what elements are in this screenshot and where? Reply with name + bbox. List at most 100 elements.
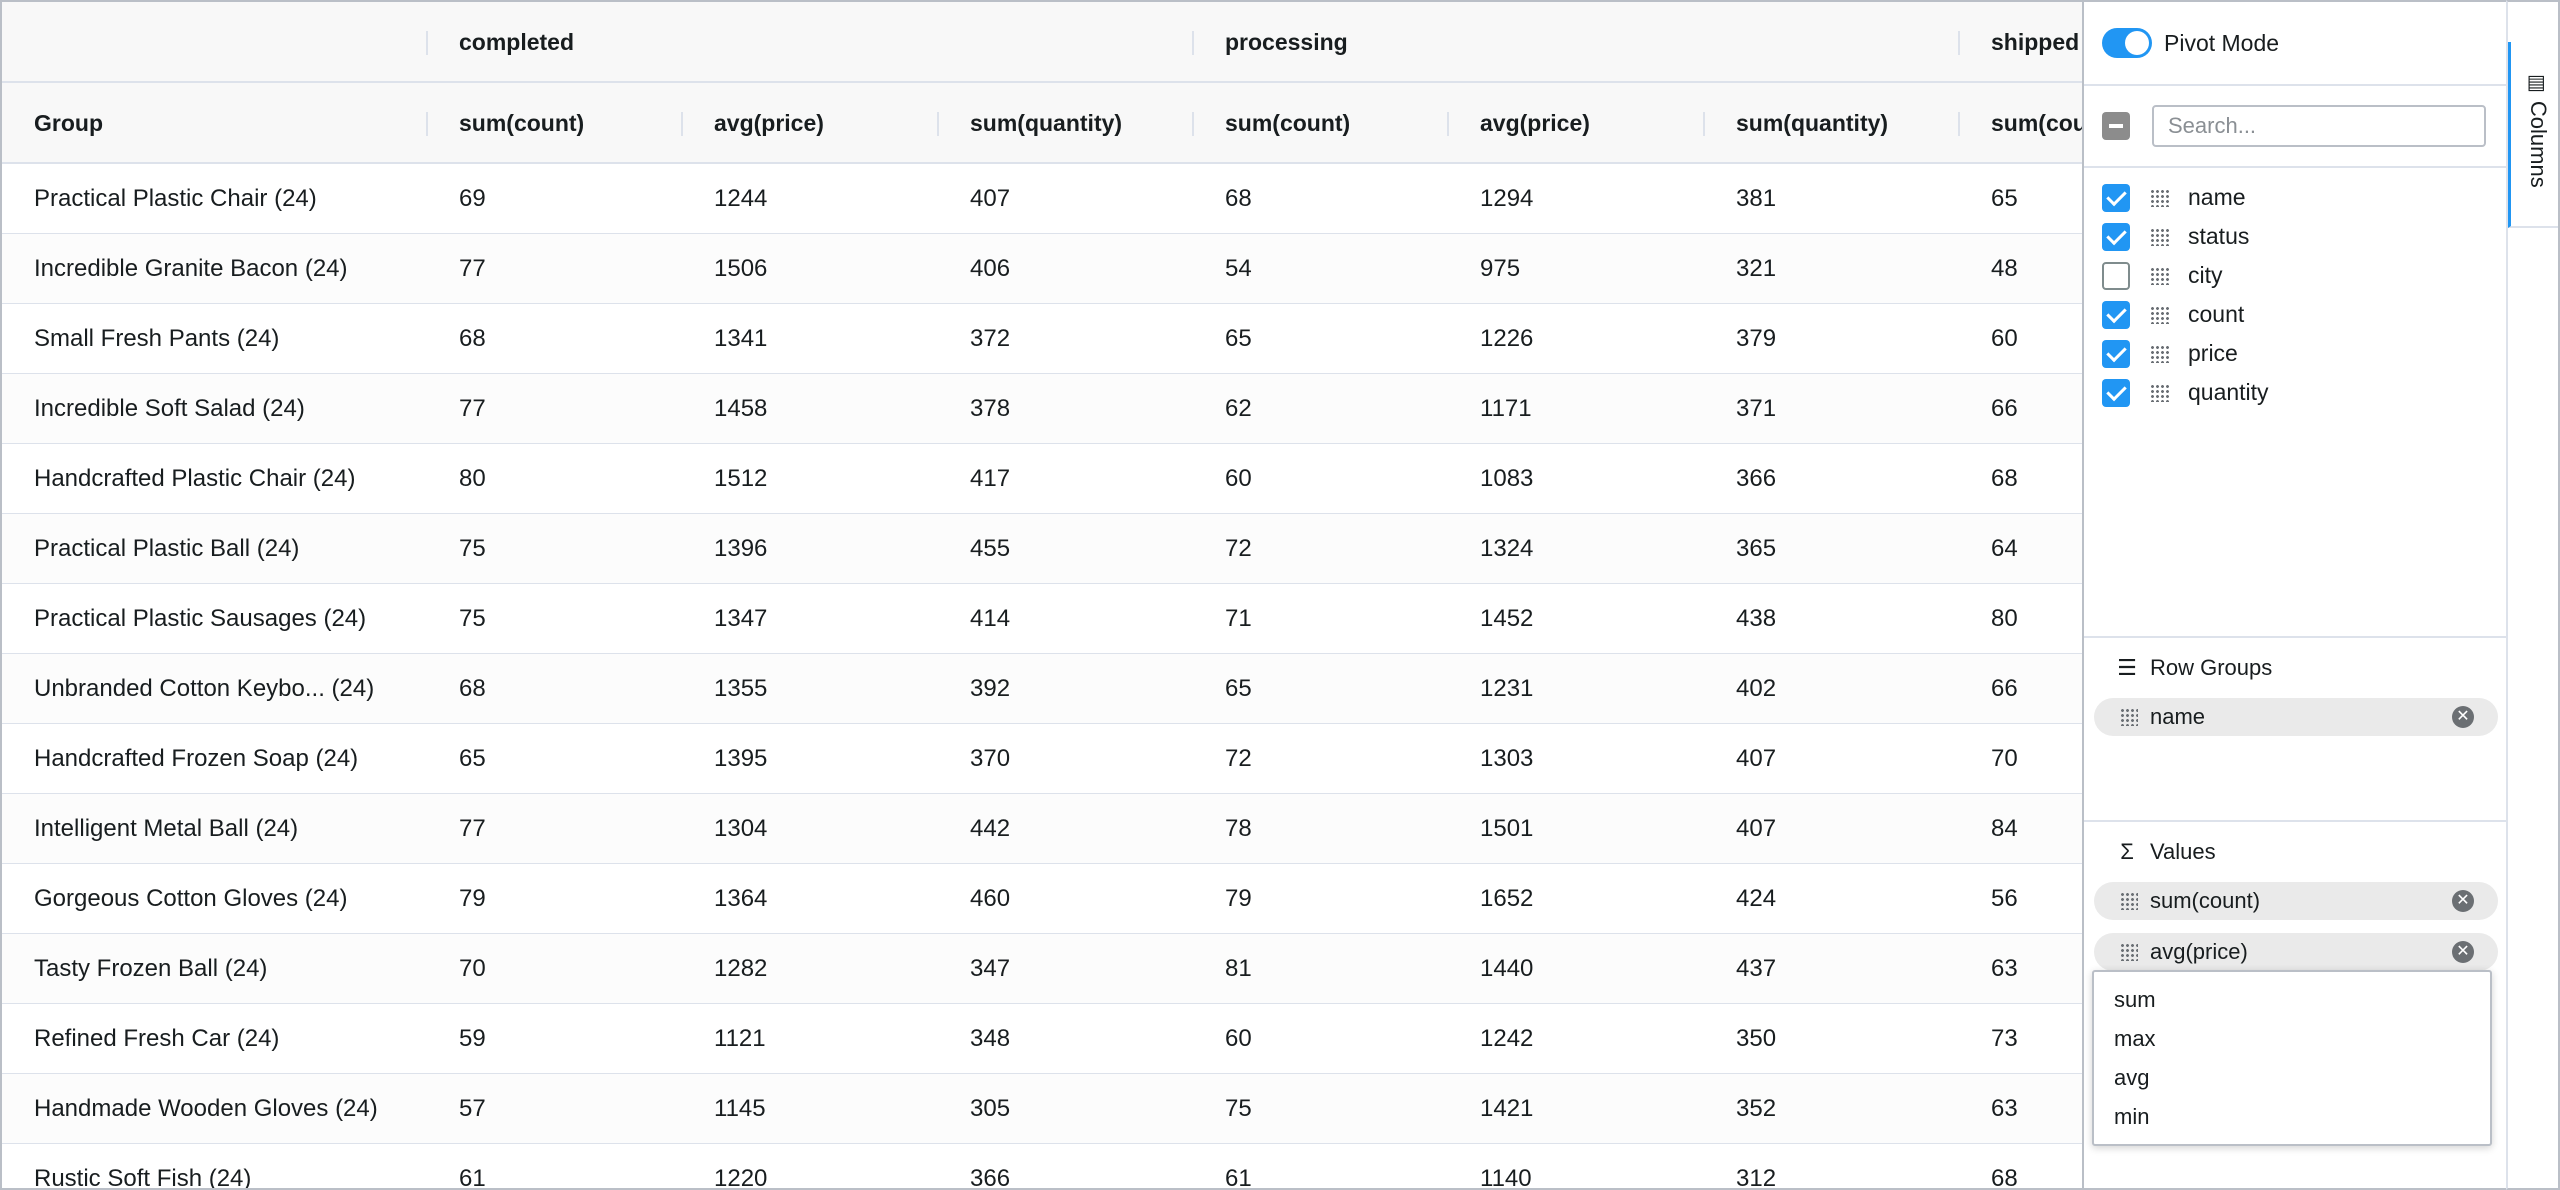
table-cell[interactable]: 1341 (714, 325, 768, 352)
group-cell[interactable]: Practical Plastic Sausages (24) (34, 605, 367, 632)
table-cell[interactable]: 56 (1991, 885, 2018, 912)
table-cell[interactable]: 1242 (1480, 1025, 1534, 1052)
table-cell[interactable]: 371 (1736, 395, 1777, 422)
column-item-price[interactable]: price (2084, 334, 2506, 373)
table-cell[interactable]: 1244 (714, 185, 768, 212)
table-cell[interactable]: 80 (1991, 605, 2018, 632)
group-cell[interactable]: Rustic Soft Fish (24) (34, 1165, 252, 1190)
table-cell[interactable]: 79 (1225, 885, 1252, 912)
table-cell[interactable]: 1083 (1480, 465, 1534, 492)
table-row[interactable]: Handcrafted Frozen Soap (24) 65 1395 370 72 1… (2, 724, 2082, 794)
table-cell[interactable]: 406 (970, 255, 1011, 282)
table-cell[interactable]: 1324 (1480, 535, 1534, 562)
group-cell[interactable]: Incredible Soft Salad (24) (34, 395, 305, 422)
group-cell[interactable]: Practical Plastic Chair (24) (34, 185, 317, 212)
table-cell[interactable]: 378 (970, 395, 1011, 422)
remove-icon[interactable]: ✕ (2452, 941, 2474, 963)
table-row[interactable]: Practical Plastic Chair (24) 69 1244 407 68 1… (2, 164, 2082, 234)
drag-handle-icon[interactable] (2150, 305, 2170, 324)
agg-option-sum[interactable]: sum (2114, 986, 2156, 1012)
table-cell[interactable]: 1652 (1480, 885, 1534, 912)
table-cell[interactable]: 381 (1736, 185, 1777, 212)
table-row[interactable]: Practical Plastic Sausages (24) 75 1347 414… (2, 584, 2082, 654)
table-cell[interactable]: 379 (1736, 325, 1777, 352)
column-header-completed-sum-quantity[interactable]: sum(quantity) (937, 83, 1192, 164)
table-cell[interactable]: 407 (970, 185, 1011, 212)
table-cell[interactable]: 1304 (714, 815, 768, 842)
column-item-count[interactable]: count (2084, 295, 2506, 334)
table-cell[interactable]: 438 (1736, 605, 1777, 632)
table-cell[interactable]: 71 (1225, 605, 1252, 632)
column-header-completed-avg-price[interactable]: avg(price) (681, 83, 936, 164)
group-cell[interactable]: Incredible Granite Bacon (24) (34, 255, 348, 282)
table-cell[interactable]: 366 (1736, 465, 1777, 492)
table-cell[interactable]: 68 (1225, 185, 1252, 212)
table-cell[interactable]: 81 (1225, 955, 1252, 982)
table-cell[interactable]: 1121 (714, 1025, 766, 1052)
table-cell[interactable]: 1145 (714, 1095, 766, 1122)
table-cell[interactable]: 80 (459, 465, 486, 492)
group-header-completed[interactable]: completed (426, 2, 1192, 83)
table-cell[interactable]: 77 (459, 815, 486, 842)
table-cell[interactable]: 1171 (1480, 395, 1532, 422)
table-cell[interactable]: 455 (970, 535, 1011, 562)
column-header-completed-sum-count[interactable]: sum(count) (426, 83, 681, 164)
group-header-processing[interactable]: processing (1192, 2, 1958, 83)
columns-tab[interactable]: ▥ Columns (2508, 42, 2558, 228)
drag-handle-icon[interactable] (2150, 227, 2170, 246)
table-cell[interactable]: 1501 (1480, 815, 1534, 842)
table-cell[interactable]: 1396 (714, 535, 768, 562)
group-cell[interactable]: Handmade Wooden Gloves (24) (34, 1095, 378, 1122)
table-cell[interactable]: 366 (970, 1165, 1011, 1190)
column-header-processing-sum-quantity[interactable]: sum(quantity) (1703, 83, 1958, 164)
column-search-input[interactable] (2152, 105, 2486, 147)
table-cell[interactable]: 75 (1225, 1095, 1252, 1122)
table-cell[interactable]: 65 (459, 745, 486, 772)
table-row[interactable]: Incredible Soft Salad (24) 77 1458 378 62 117… (2, 374, 2082, 444)
table-cell[interactable]: 321 (1736, 255, 1777, 282)
table-cell[interactable]: 69 (459, 185, 486, 212)
table-cell[interactable]: 60 (1225, 465, 1252, 492)
remove-icon[interactable]: ✕ (2452, 706, 2474, 728)
drag-handle-icon[interactable] (2150, 266, 2170, 285)
table-cell[interactable]: 352 (1736, 1095, 1777, 1122)
table-cell[interactable]: 77 (459, 395, 486, 422)
table-cell[interactable]: 392 (970, 675, 1011, 702)
table-cell[interactable]: 1220 (714, 1165, 768, 1190)
agg-option-avg[interactable]: avg (2114, 1064, 2150, 1090)
table-cell[interactable]: 370 (970, 745, 1011, 772)
table-cell[interactable]: 1226 (1480, 325, 1534, 352)
table-cell[interactable]: 70 (1991, 745, 2018, 772)
table-row[interactable]: Handmade Wooden Gloves (24) 57 1145 305 75 14… (2, 1074, 2082, 1144)
drag-handle-icon[interactable] (2120, 708, 2138, 726)
table-cell[interactable]: 75 (459, 535, 486, 562)
column-item-name[interactable]: name (2084, 178, 2506, 217)
table-row[interactable]: Refined Fresh Car (24) 59 1121 348 60 1242 350… (2, 1004, 2082, 1074)
table-cell[interactable]: 1506 (714, 255, 768, 282)
column-checkbox[interactable] (2102, 261, 2130, 290)
table-cell[interactable]: 1421 (1480, 1095, 1534, 1122)
table-cell[interactable]: 1282 (714, 955, 768, 982)
table-cell[interactable]: 424 (1736, 885, 1777, 912)
table-cell[interactable]: 1294 (1480, 185, 1534, 212)
select-all-checkbox[interactable] (2102, 112, 2130, 140)
group-cell[interactable]: Intelligent Metal Ball (24) (34, 815, 299, 842)
agg-option-min[interactable]: min (2114, 1103, 2150, 1129)
table-cell[interactable]: 1231 (1480, 675, 1534, 702)
table-cell[interactable]: 64 (1991, 535, 2018, 562)
table-cell[interactable]: 54 (1225, 255, 1252, 282)
table-row[interactable]: Incredible Granite Bacon (24) 77 1506 406 54… (2, 234, 2082, 304)
table-cell[interactable]: 72 (1225, 745, 1252, 772)
table-cell[interactable]: 65 (1225, 675, 1252, 702)
table-cell[interactable]: 66 (1991, 395, 2018, 422)
table-cell[interactable]: 68 (459, 325, 486, 352)
column-item-quantity[interactable]: quantity (2084, 373, 2506, 412)
drag-handle-icon[interactable] (2150, 344, 2170, 363)
column-checkbox[interactable] (2102, 339, 2130, 368)
table-cell[interactable]: 79 (459, 885, 486, 912)
table-cell[interactable]: 78 (1225, 815, 1252, 842)
column-header-processing-avg-price[interactable]: avg(price) (1447, 83, 1702, 164)
table-cell[interactable]: 60 (1225, 1025, 1252, 1052)
table-cell[interactable]: 312 (1736, 1165, 1777, 1190)
column-header-group[interactable]: Group (34, 110, 103, 136)
